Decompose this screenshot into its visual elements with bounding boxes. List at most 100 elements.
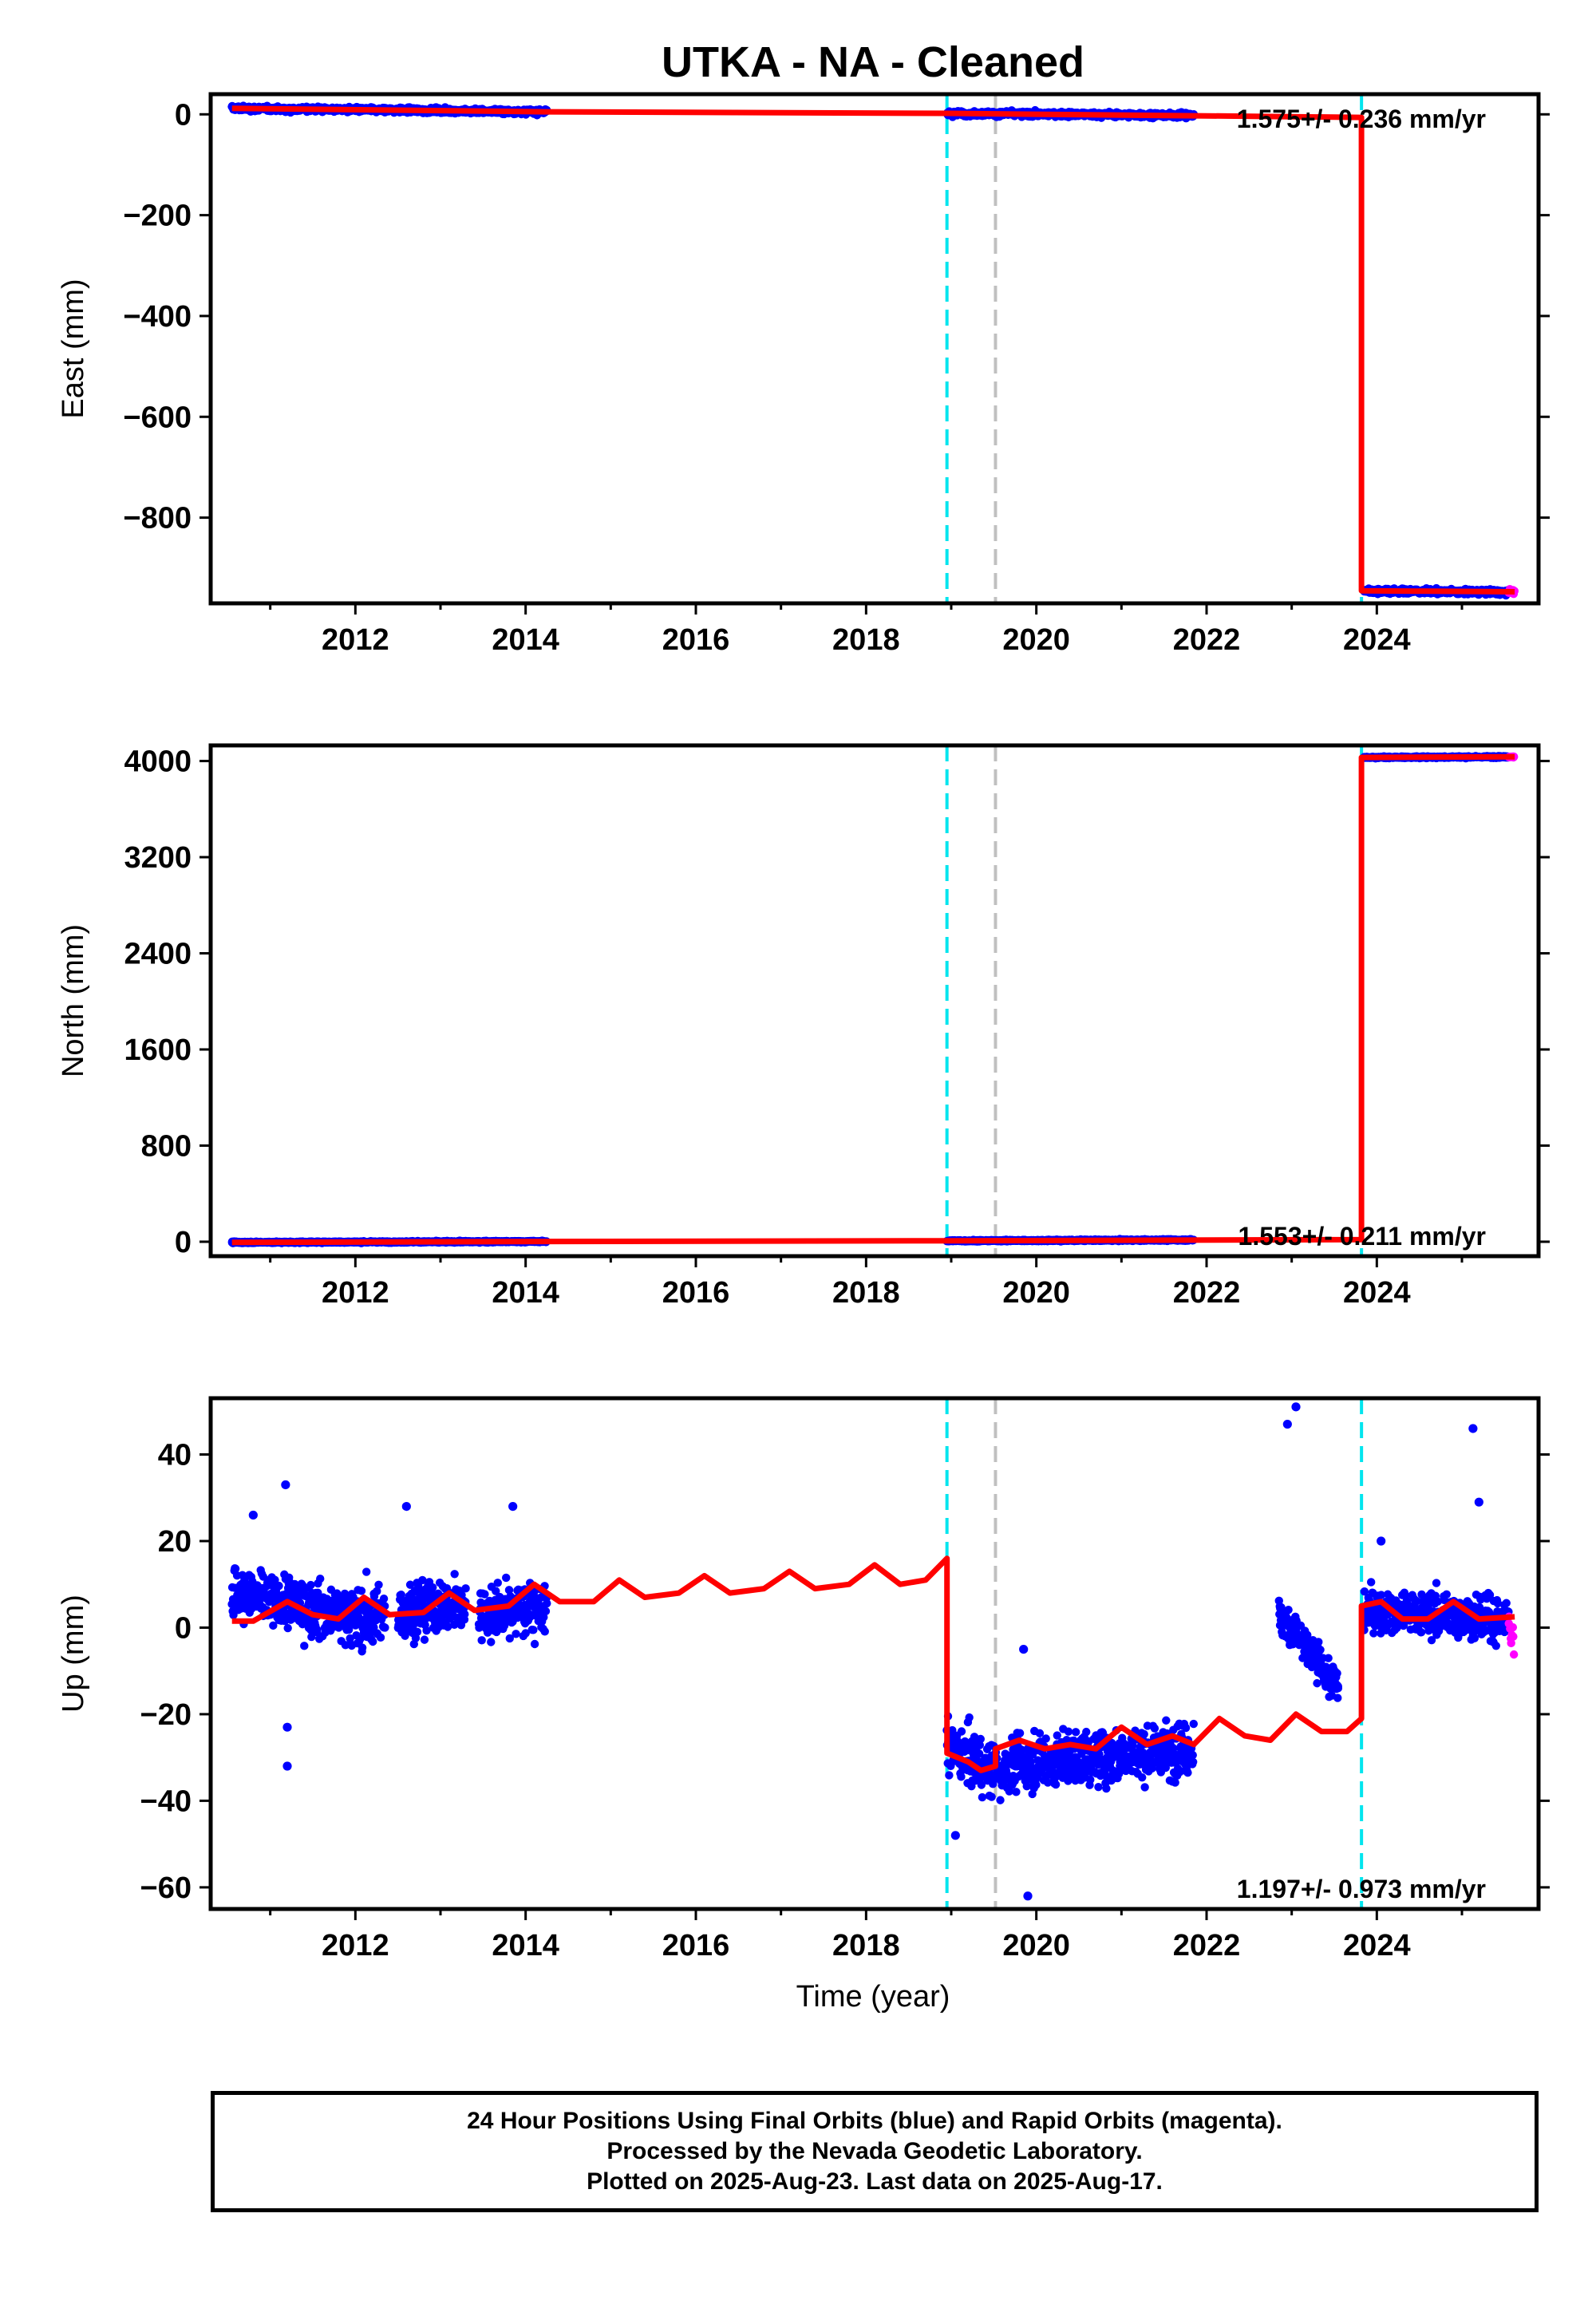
data-points-north: [227, 752, 1519, 1247]
final-orbit-point: [357, 1587, 366, 1595]
final-orbit-point: [965, 1713, 974, 1722]
final-orbit-point: [313, 1625, 322, 1634]
x-tick-label: 2016: [662, 1276, 730, 1310]
final-orbit-point: [487, 1638, 496, 1646]
y-tick-label: −800: [123, 502, 192, 536]
panel-up: 2012 2014 2016 2018 2020 2022 202440200−20−40−…: [57, 1396, 1550, 1962]
final-orbit-point: [443, 1622, 452, 1631]
data-points-east: [227, 101, 1519, 600]
y-axis-title: North (mm): [57, 924, 90, 1077]
final-orbit-point: [957, 1727, 966, 1736]
data-points-up: [227, 1402, 1519, 1901]
final-orbit-point: [316, 1575, 325, 1583]
final-orbit-point: [978, 1792, 987, 1802]
final-orbit-point: [450, 1570, 459, 1579]
x-tick-label: 2018: [832, 623, 900, 657]
final-orbit-point: [413, 1627, 422, 1637]
final-orbit-point: [397, 1591, 405, 1599]
final-orbit-point: [477, 1636, 486, 1645]
final-orbit-point: [373, 1587, 381, 1596]
x-tick-label: 2022: [1173, 1276, 1241, 1310]
model-fit-line: [231, 105, 1515, 595]
final-orbit-point: [420, 1635, 429, 1644]
final-orbit-point: [512, 1630, 520, 1638]
final-orbit-point: [405, 1580, 415, 1589]
y-tick-label: 0: [175, 98, 192, 132]
x-tick-label: 2014: [492, 623, 559, 657]
final-orbit-point: [505, 1634, 515, 1643]
final-orbit-point: [492, 1587, 500, 1595]
y-tick-label: 3200: [124, 841, 192, 875]
final-orbit-point: [369, 1637, 377, 1646]
final-orbit-point: [361, 1567, 371, 1576]
final-orbit-point: [269, 1621, 278, 1630]
model-fit-line: [231, 753, 1515, 1246]
final-orbit-point: [275, 1581, 283, 1591]
plot-area-east: [227, 94, 1519, 603]
y-tick-label: −600: [123, 401, 192, 434]
y-tick-label: −200: [123, 200, 192, 233]
x-tick-label: 2024: [1343, 1276, 1411, 1310]
plot-area-up: [227, 1398, 1519, 1909]
final-orbit-point: [530, 1639, 539, 1649]
final-orbit-point: [948, 1725, 957, 1735]
plot-area-north: [227, 745, 1519, 1256]
final-orbit-point: [543, 1599, 551, 1608]
final-orbit-point: [283, 1623, 292, 1633]
x-tick-label: 2020: [1002, 623, 1070, 657]
y-axis-title: East (mm): [57, 279, 90, 418]
x-tick-label: 2022: [1173, 623, 1241, 657]
y-tick-label: 2400: [124, 938, 192, 971]
final-orbit-point: [358, 1643, 367, 1652]
final-orbit-point: [975, 1741, 985, 1749]
final-orbit-point: [977, 1780, 986, 1789]
final-orbit-point: [381, 1623, 389, 1632]
final-orbit-point: [231, 1564, 240, 1573]
final-orbit-point: [521, 1629, 530, 1638]
final-orbit-point: [502, 1573, 511, 1583]
final-orbit-point: [529, 1626, 538, 1634]
velocity-label: 1.575+/- 0.236 mm/yr: [1237, 105, 1486, 133]
final-orbit-point: [541, 1607, 551, 1616]
final-orbit-point: [422, 1626, 431, 1635]
y-tick-label: −400: [123, 300, 192, 334]
x-tick-label: 2012: [322, 623, 389, 657]
final-orbit-point: [307, 1632, 316, 1642]
y-tick-label: 4000: [124, 745, 192, 779]
x-tick-label: 2016: [662, 623, 730, 657]
final-orbit-point: [300, 1642, 309, 1650]
final-orbit-point: [504, 1586, 514, 1595]
y-tick-label: 1600: [124, 1034, 192, 1067]
final-orbit-point: [271, 1575, 279, 1584]
final-orbit-point: [974, 1749, 984, 1758]
x-tick-label: 2012: [322, 1276, 389, 1310]
plot-frame-north: [208, 743, 1541, 1259]
final-orbit-point: [461, 1584, 470, 1593]
final-orbit-point: [344, 1625, 354, 1634]
final-orbit-point: [429, 1583, 437, 1592]
y-tick-label: 0: [175, 1226, 192, 1259]
final-orbit-point: [493, 1579, 502, 1587]
panel-east: 2012 2014 2016 2018 2020 2022 2024 0 −200 −400 −60…: [57, 92, 1550, 657]
x-tick-label: 2014: [492, 1276, 559, 1310]
final-orbit-point: [374, 1580, 383, 1589]
final-orbit-point: [540, 1627, 549, 1636]
final-orbit-point: [945, 1771, 954, 1780]
x-tick-label: 2020: [1002, 1276, 1070, 1310]
y-tick-label: 800: [141, 1129, 192, 1163]
final-orbit-point: [976, 1734, 986, 1744]
final-orbit-point: [476, 1598, 485, 1607]
final-orbit-point: [418, 1575, 427, 1585]
final-orbit-point: [460, 1610, 469, 1618]
panel-north: 2012 2014 2016 2018 2020 2022 2024 4000 3200 2400…: [57, 743, 1550, 1310]
final-orbit-point: [376, 1633, 385, 1642]
plot-frame-east: [208, 92, 1541, 606]
x-tick-label: 2024: [1343, 623, 1411, 657]
x-tick-label: 2018: [832, 1276, 900, 1310]
final-orbit-point: [480, 1590, 489, 1599]
velocity-label: 1.553+/- 0.211 mm/yr: [1238, 1222, 1486, 1251]
final-orbit-point: [379, 1594, 389, 1603]
final-orbit-point: [306, 1580, 315, 1590]
chart-title: UTKA - NA - Cleaned: [662, 38, 1084, 86]
